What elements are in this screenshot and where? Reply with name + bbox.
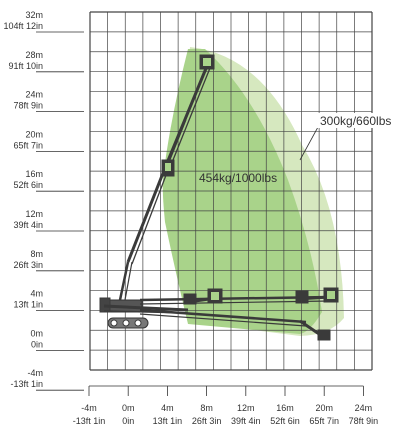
y-tick-meters: 12m: [25, 209, 43, 219]
y-tick-feet: 39ft 4in: [13, 220, 43, 230]
x-tick-feet: 0in: [122, 416, 134, 426]
x-tick-feet: 52ft 6in: [270, 416, 300, 426]
x-tick-feet: 65ft 7in: [309, 416, 339, 426]
y-tick-feet: 26ft 3in: [13, 260, 43, 270]
y-tick-meters: 24m: [25, 90, 43, 100]
x-tick-feet: 26ft 3in: [192, 416, 222, 426]
x-tick-meters: 20m: [315, 403, 333, 413]
grid: [89, 11, 373, 371]
platform-baskets: [161, 54, 339, 341]
x-tick-meters: 16m: [276, 403, 294, 413]
x-tick-meters: 0m: [122, 403, 135, 413]
y-tick-feet: 52ft 6in: [13, 180, 43, 190]
y-tick-meters: 0m: [30, 328, 43, 338]
y-tick-feet: 78ft 9in: [13, 101, 43, 111]
y-tick-feet: 65ft 7in: [13, 140, 43, 150]
y-tick-feet: 0in: [31, 339, 43, 349]
x-tick-feet: -13ft 1in: [73, 416, 106, 426]
outer-zone-label-bg: [317, 113, 401, 128]
y-tick-meters: 32m: [25, 10, 43, 20]
inner-envelope-454kg: [162, 49, 322, 334]
x-tick-feet: 78ft 9in: [349, 416, 379, 426]
outer-zone-leader: [299, 126, 319, 161]
boom-raised-upper: [163, 65, 209, 169]
y-tick-meters: -4m: [28, 368, 44, 378]
y-tick-feet: 104ft 12in: [3, 21, 43, 31]
x-axis-ticks: -4m -13ft 1in 0m 0in 4m 13ft 1in 8m 26ft 3in 12m…: [73, 385, 379, 426]
inner-zone-label: 454kg/1000lbs: [199, 171, 277, 185]
y-tick-meters: 20m: [25, 129, 43, 139]
outer-zone-label: 300kg/660lbs: [320, 114, 391, 128]
x-tick-meters: 8m: [200, 403, 213, 413]
x-tick-meters: -4m: [81, 403, 97, 413]
y-tick-meters: 4m: [30, 289, 43, 299]
basket-lowered: [317, 329, 331, 341]
x-tick-meters: 24m: [355, 403, 373, 413]
y-tick-meters: 16m: [25, 169, 43, 179]
y-tick-feet: 91ft 10in: [8, 61, 43, 71]
y-tick-meters: 8m: [30, 249, 43, 259]
x-tick-meters: 12m: [237, 403, 255, 413]
y-tick-feet: 13ft 1in: [13, 300, 43, 310]
y-tick-meters: 28m: [25, 50, 43, 60]
x-tick-meters: 4m: [161, 403, 174, 413]
x-tick-feet: 39ft 4in: [231, 416, 261, 426]
y-tick-feet: -13ft 1in: [10, 379, 43, 389]
basket-outreach-end-2: [295, 290, 309, 304]
boom-lowered: [139, 308, 307, 324]
boom-raised-lower: [118, 261, 130, 301]
basket-near: [183, 293, 197, 305]
x-tick-feet: 13ft 1in: [153, 416, 183, 426]
